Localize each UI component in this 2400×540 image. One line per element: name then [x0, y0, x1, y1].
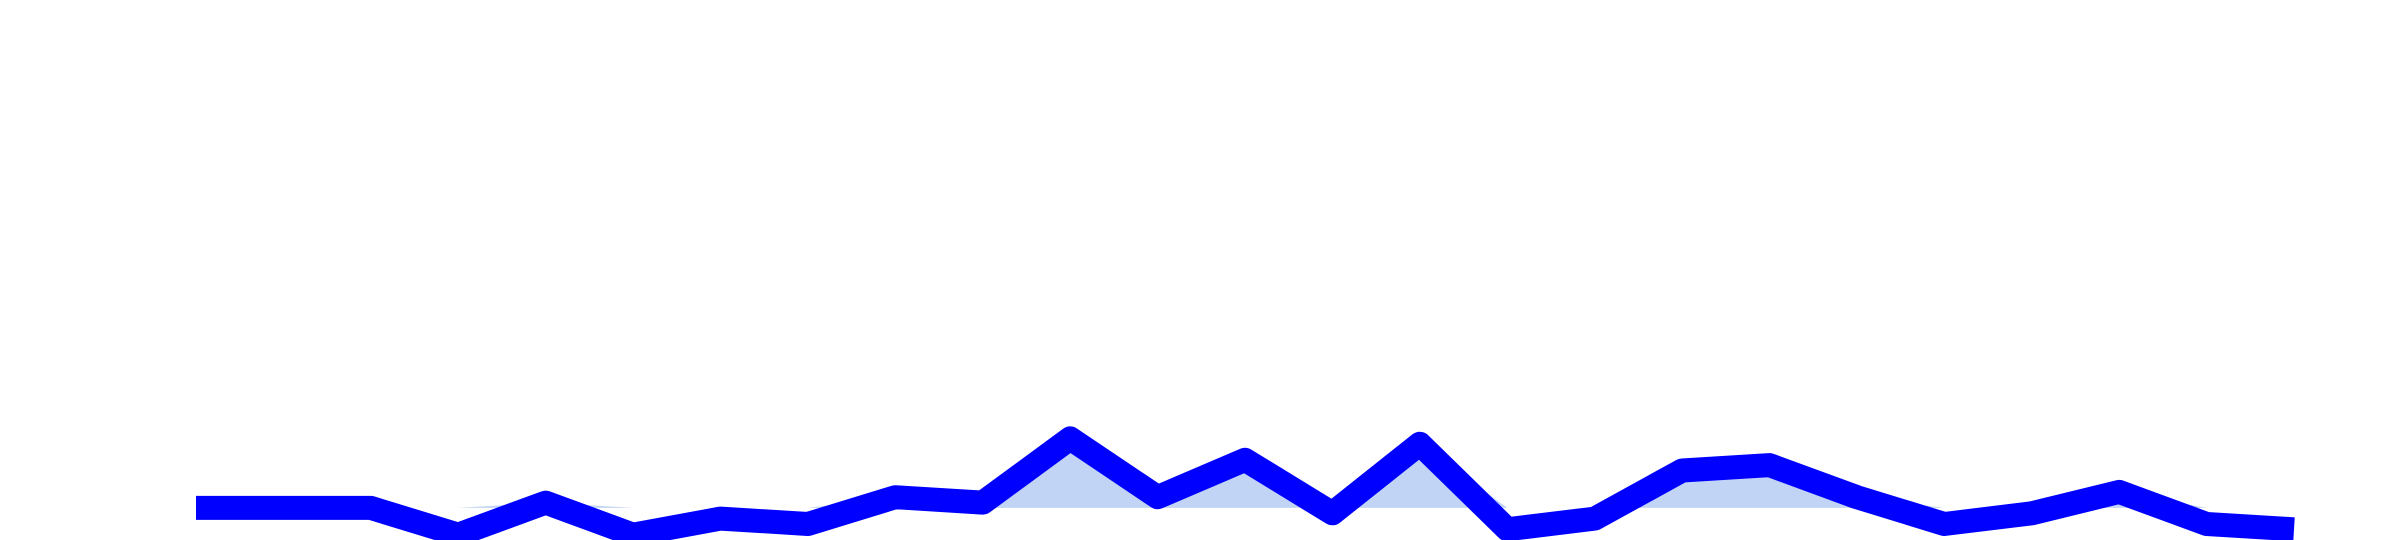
series-line-layer — [196, 426, 2295, 540]
series-line-0 — [196, 426, 2295, 540]
